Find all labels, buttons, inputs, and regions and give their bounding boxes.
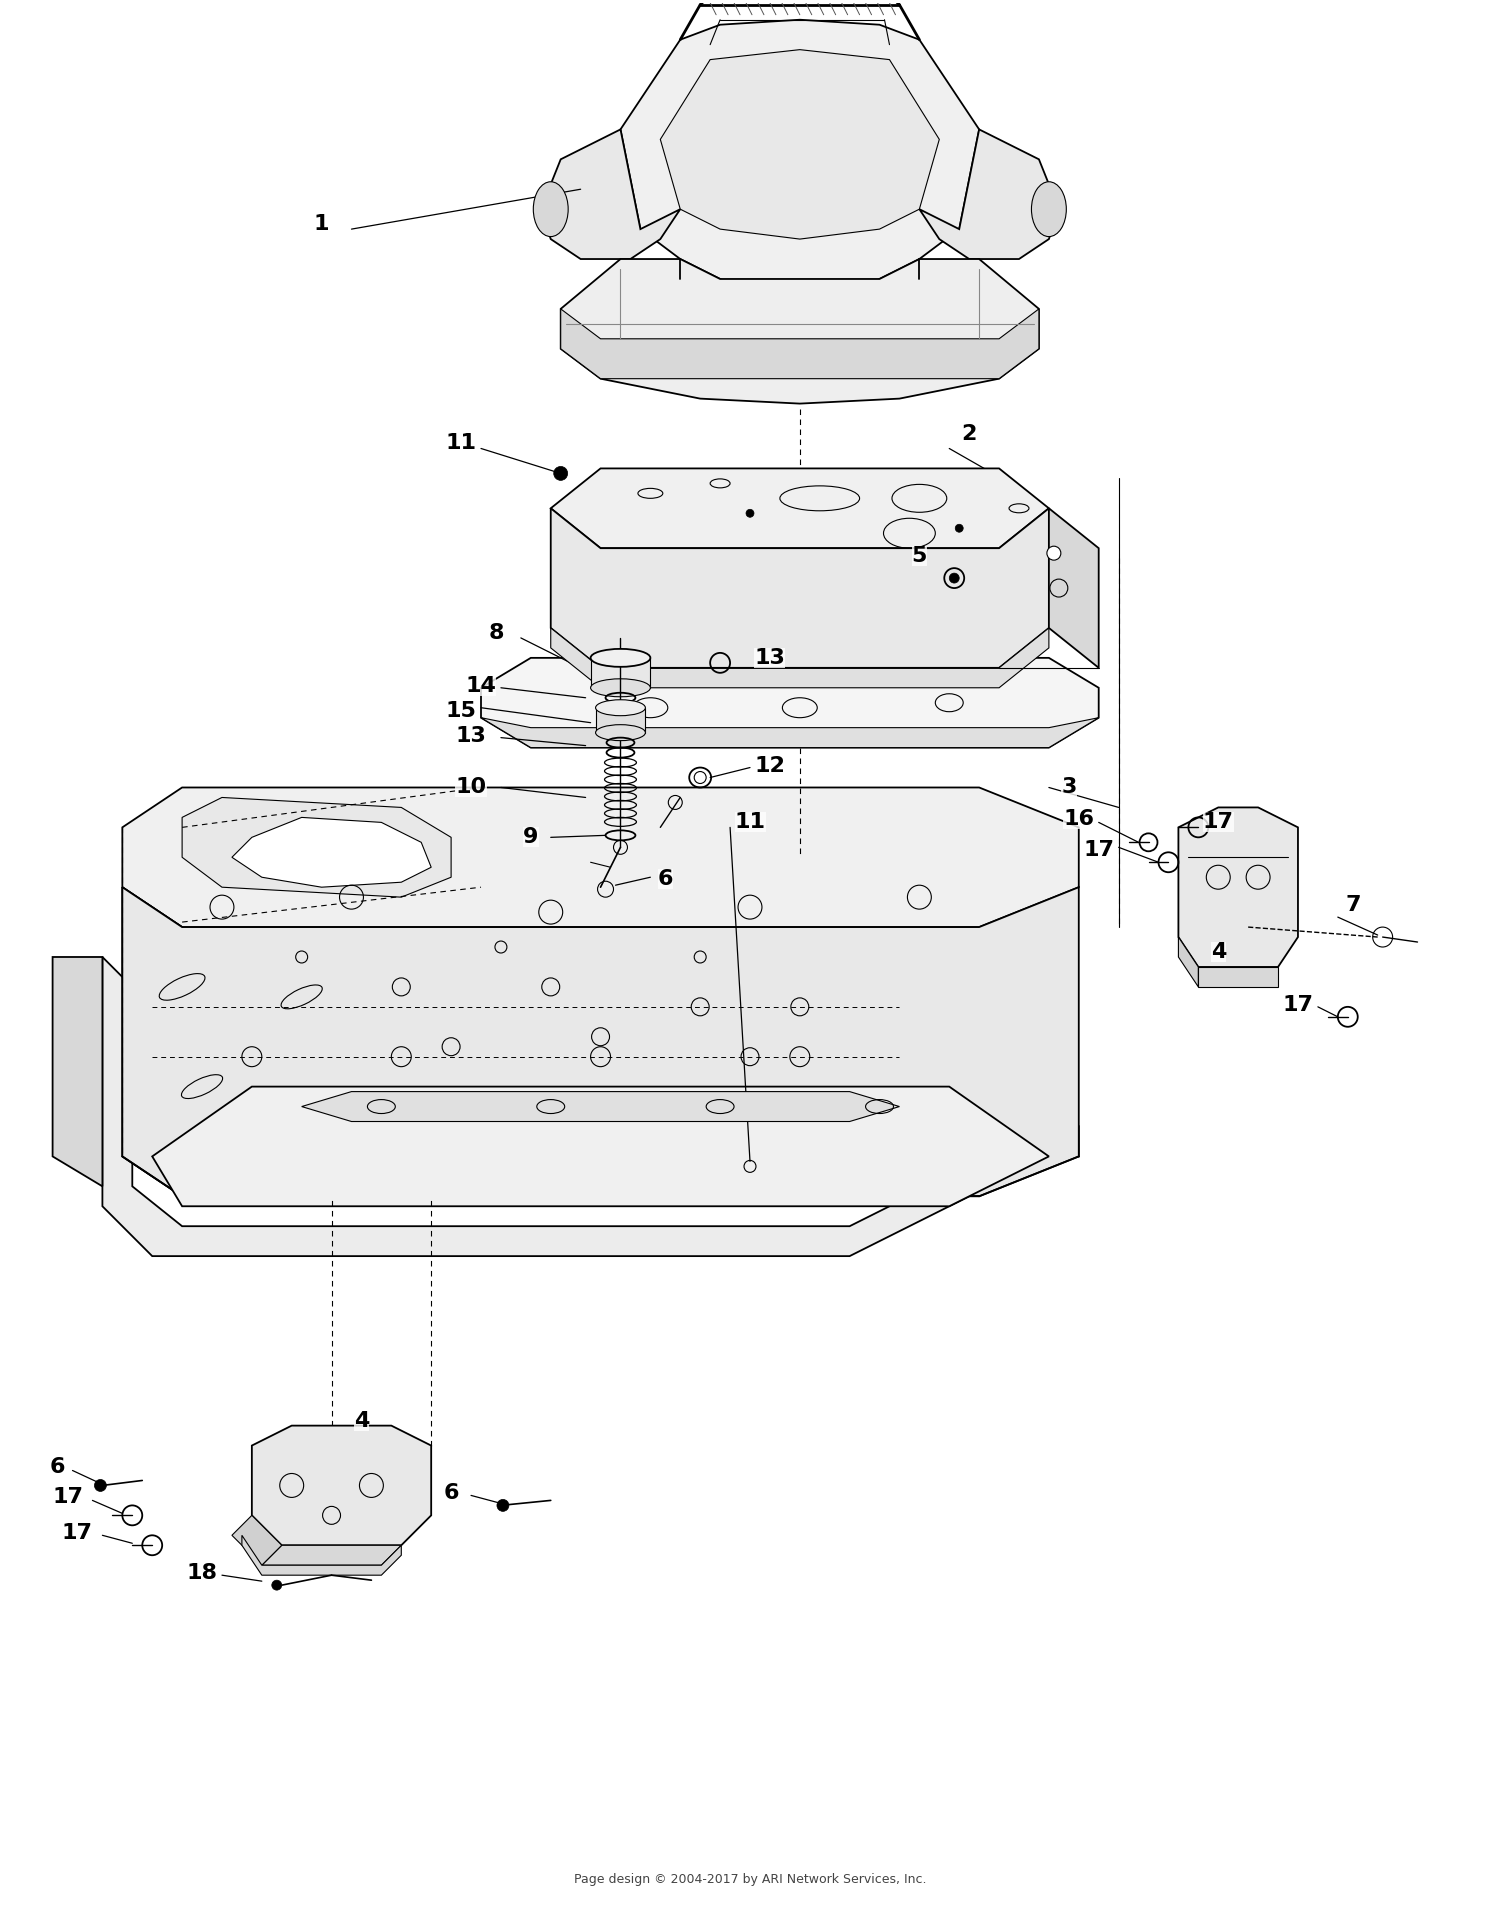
- Polygon shape: [123, 887, 1078, 1196]
- Polygon shape: [102, 957, 1078, 1257]
- Circle shape: [272, 1581, 282, 1590]
- Text: 12: 12: [754, 755, 786, 776]
- Polygon shape: [561, 259, 1040, 404]
- Polygon shape: [591, 658, 651, 688]
- Text: Page design © 2004-2017 by ARI Network Services, Inc.: Page design © 2004-2017 by ARI Network S…: [573, 1873, 926, 1886]
- Text: 5: 5: [912, 545, 927, 566]
- Text: 8: 8: [488, 624, 504, 643]
- Polygon shape: [550, 509, 1048, 667]
- Polygon shape: [123, 887, 182, 1196]
- Ellipse shape: [591, 679, 651, 696]
- Circle shape: [950, 574, 958, 584]
- Text: 7: 7: [1346, 894, 1360, 915]
- Text: 17: 17: [53, 1487, 82, 1507]
- Text: 10: 10: [456, 778, 486, 797]
- Polygon shape: [232, 818, 430, 887]
- Ellipse shape: [596, 700, 645, 715]
- Circle shape: [554, 467, 567, 481]
- Text: 15: 15: [446, 700, 477, 721]
- Text: 17: 17: [1083, 841, 1114, 860]
- Ellipse shape: [534, 181, 568, 236]
- Polygon shape: [542, 130, 681, 259]
- Polygon shape: [621, 19, 980, 309]
- Text: 6: 6: [657, 870, 674, 889]
- Text: ARI: ARI: [528, 875, 1060, 1146]
- Polygon shape: [550, 469, 1048, 547]
- Polygon shape: [482, 658, 1098, 748]
- Polygon shape: [1179, 807, 1298, 967]
- Polygon shape: [232, 1516, 282, 1566]
- Text: 1: 1: [314, 214, 330, 235]
- Text: 11: 11: [735, 812, 765, 831]
- Polygon shape: [1048, 509, 1098, 667]
- Text: 17: 17: [1282, 995, 1314, 1015]
- Polygon shape: [182, 797, 452, 896]
- Polygon shape: [482, 717, 1098, 748]
- Text: 18: 18: [186, 1564, 218, 1583]
- Polygon shape: [561, 309, 1040, 379]
- Text: 9: 9: [524, 828, 538, 847]
- Text: 6: 6: [444, 1484, 459, 1503]
- Circle shape: [746, 509, 754, 517]
- Text: 4: 4: [1210, 942, 1225, 961]
- Text: 17: 17: [1203, 812, 1234, 831]
- Polygon shape: [252, 1426, 430, 1545]
- Text: 17: 17: [62, 1524, 93, 1543]
- Polygon shape: [302, 1091, 900, 1121]
- Circle shape: [1047, 545, 1060, 561]
- Text: 14: 14: [465, 675, 496, 696]
- Circle shape: [496, 1499, 508, 1512]
- Text: 4: 4: [354, 1411, 369, 1430]
- Text: 11: 11: [446, 433, 477, 454]
- Polygon shape: [262, 1545, 402, 1566]
- Text: 13: 13: [456, 727, 486, 746]
- Text: 16: 16: [1064, 809, 1095, 830]
- Polygon shape: [596, 707, 645, 732]
- Ellipse shape: [591, 648, 651, 667]
- Circle shape: [94, 1480, 106, 1491]
- Polygon shape: [1179, 936, 1198, 988]
- Polygon shape: [123, 788, 1078, 927]
- Polygon shape: [53, 957, 102, 1186]
- Text: 13: 13: [754, 648, 786, 667]
- Text: 2: 2: [962, 423, 976, 444]
- Circle shape: [956, 524, 963, 532]
- Polygon shape: [1198, 967, 1278, 988]
- Polygon shape: [920, 130, 1059, 259]
- Text: 6: 6: [50, 1457, 66, 1478]
- Ellipse shape: [1032, 181, 1066, 236]
- Polygon shape: [242, 1535, 402, 1575]
- Text: 3: 3: [1060, 778, 1077, 797]
- Polygon shape: [152, 1087, 1048, 1207]
- Ellipse shape: [596, 725, 645, 740]
- Polygon shape: [550, 627, 1048, 688]
- Polygon shape: [660, 50, 939, 238]
